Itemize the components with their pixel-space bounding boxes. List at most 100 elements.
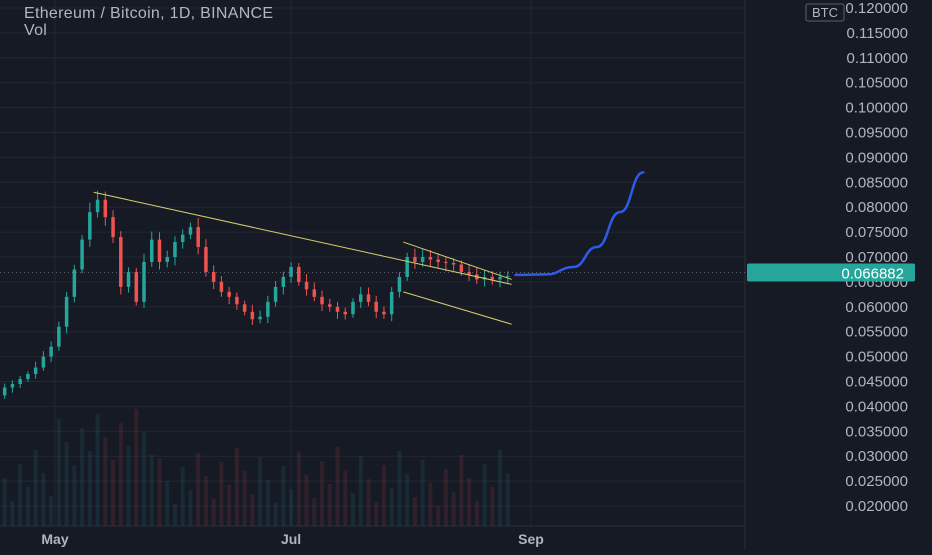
candle-body [235, 296, 239, 305]
volume-bar [227, 485, 232, 526]
y-tick-label: 0.075000 [845, 224, 908, 241]
candle-body [374, 301, 378, 312]
candle-body [250, 311, 255, 320]
candle-body [266, 301, 270, 317]
volume-bar [389, 488, 394, 526]
candle-body [312, 289, 317, 297]
candle-body [103, 199, 108, 218]
y-tick-label: 0.110000 [847, 50, 908, 67]
volume-bar [505, 473, 510, 526]
volume-bar [196, 453, 201, 526]
candle-body [506, 275, 510, 277]
volume-bar [397, 451, 402, 526]
candle-body [459, 264, 464, 272]
y-tick-label: 0.030000 [845, 448, 908, 465]
volume-bar [180, 467, 185, 526]
volume-bar [149, 455, 154, 526]
volume-bar [374, 502, 379, 526]
current-price-label: 0.066882 [841, 266, 904, 283]
candle-body [196, 227, 200, 248]
trendline-wedge-top [403, 241, 512, 280]
candle-body [26, 374, 30, 380]
volume-bar [436, 506, 441, 526]
volume-bar [103, 437, 108, 526]
volume-bar [258, 457, 263, 526]
candle-body [180, 234, 185, 243]
volume-bar [312, 498, 317, 526]
volume-bar [482, 464, 487, 526]
candle-body [335, 306, 340, 312]
volume-bar [490, 487, 495, 526]
candle-body [242, 304, 247, 312]
candle-body [157, 239, 162, 262]
volume-bar [203, 476, 208, 526]
y-tick-label: 0.105000 [845, 75, 908, 92]
volume-bar [467, 478, 472, 526]
candle-body [111, 217, 115, 238]
currency-unit-box [805, 3, 845, 22]
candle-body [490, 276, 495, 280]
candle-body [134, 271, 139, 302]
candle-body [149, 239, 154, 262]
candle-body [18, 379, 22, 384]
volume-bar [219, 462, 224, 526]
volume-bar [405, 474, 410, 526]
candle-body [328, 304, 332, 307]
candle-body [211, 271, 216, 282]
volume-bar [350, 493, 355, 526]
y-tick-label: 0.050000 [845, 349, 908, 366]
candle-body [258, 316, 262, 320]
y-tick-label: 0.100000 [845, 100, 908, 117]
candle-body [451, 262, 456, 265]
volume-bar [118, 423, 123, 526]
candle-body [227, 291, 231, 297]
trendline-upper [93, 191, 512, 285]
candle-body [126, 271, 131, 287]
volume-bar [64, 442, 69, 526]
y-tick-label: 0.115000 [847, 25, 908, 42]
volume-bar [172, 504, 177, 526]
y-tick-label: 0.060000 [845, 299, 908, 316]
volume-bar [459, 455, 464, 526]
candle-body [273, 286, 278, 302]
volume-bar [320, 461, 325, 526]
y-tick-label: 0.085000 [845, 174, 908, 191]
candle-body [49, 346, 53, 357]
candle-body [165, 257, 169, 262]
volume-bar [498, 450, 503, 526]
y-tick-label: 0.055000 [845, 324, 908, 341]
candle-body [420, 257, 425, 262]
volume-bar [33, 450, 38, 526]
candle-body [281, 276, 286, 287]
candle-body [64, 296, 69, 327]
volume-bar [250, 494, 255, 526]
volume-bar [18, 464, 23, 526]
volume-bar [87, 451, 92, 526]
volume-bar [25, 487, 30, 526]
volume-bar [72, 465, 77, 526]
chart-title: Ethereum / Bitcoin, 1D, BINANCE [24, 5, 274, 22]
volume-bar [289, 489, 294, 526]
x-tick-label: Jul [281, 531, 301, 547]
candle-body [119, 237, 123, 287]
volume-bar [428, 483, 433, 526]
current-price-tag [747, 263, 915, 282]
y-tick-label: 0.035000 [845, 423, 908, 440]
volume-bar [56, 419, 61, 526]
volume-bar [134, 409, 139, 526]
volume-bar [142, 432, 147, 526]
volume-indicator-label: Vol [24, 22, 48, 39]
volume-bar [474, 501, 479, 526]
candle-body [343, 311, 347, 315]
volume-bar [95, 414, 100, 526]
y-tick-label: 0.090000 [845, 149, 908, 166]
volume-bar [234, 448, 239, 526]
candle-body [467, 271, 471, 275]
y-tick-label: 0.080000 [845, 199, 908, 216]
y-tick-label: 0.040000 [845, 398, 908, 415]
volume-bar [2, 478, 7, 526]
candle-body [498, 276, 502, 280]
candle-body [389, 291, 394, 315]
